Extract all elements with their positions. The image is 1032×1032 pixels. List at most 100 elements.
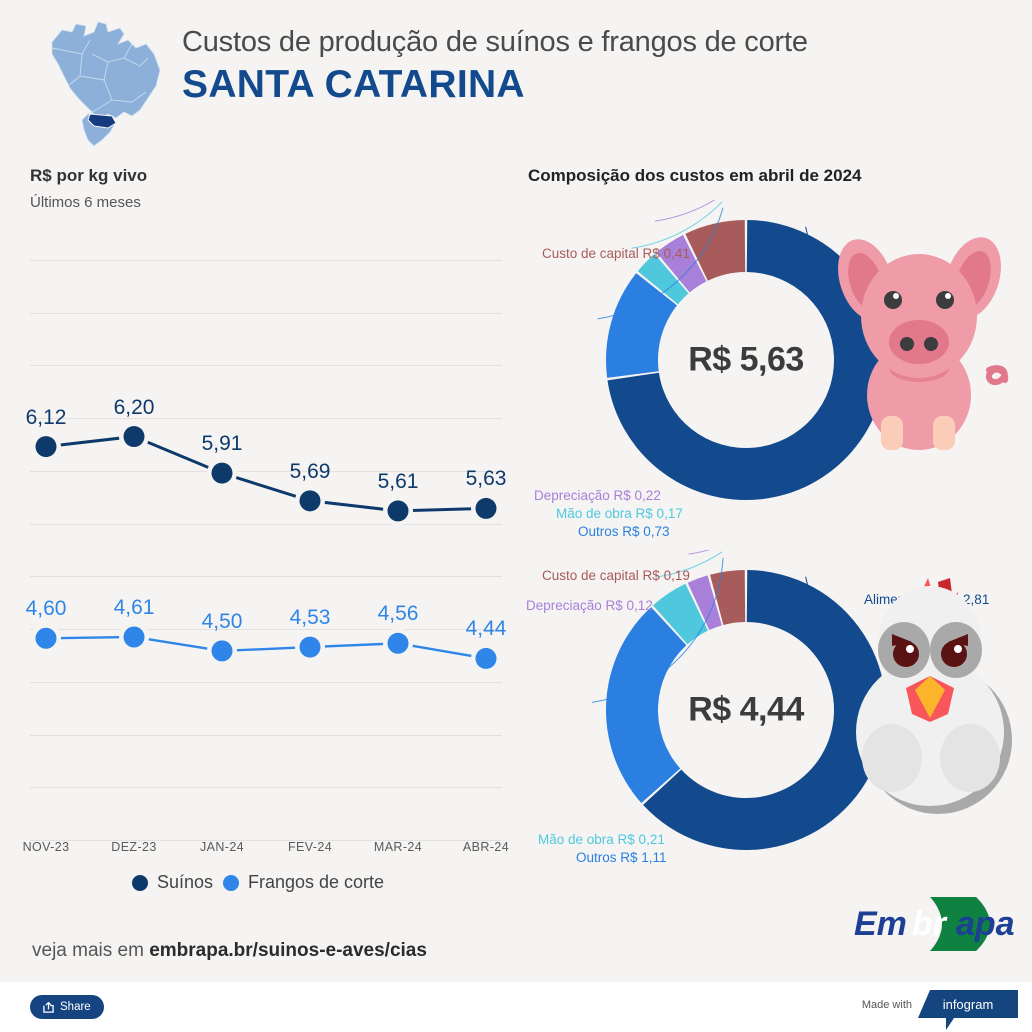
donut-slice-label: Depreciação R$ 0,12 xyxy=(526,598,653,613)
donut-plot-suinos xyxy=(597,200,890,501)
donut-slice[interactable] xyxy=(606,273,677,378)
data-point[interactable] xyxy=(299,636,321,658)
callout-leader-line xyxy=(654,200,716,222)
footer-link[interactable]: veja mais em embrapa.br/suinos-e-aves/ci… xyxy=(32,940,427,962)
line-chart-title: R$ por kg vivo xyxy=(30,166,148,185)
infogram-tail xyxy=(946,1018,954,1030)
legend-color-dot xyxy=(131,874,148,891)
donut-chart-suinos: R$ 5,63 Alimentação R$ 4,10Outros R$ 0,7… xyxy=(516,200,1032,539)
callout-leader-line xyxy=(592,557,724,703)
data-point[interactable] xyxy=(387,500,409,522)
donut-slice-label: Depreciação R$ 0,22 xyxy=(534,488,661,503)
gridline xyxy=(30,471,502,472)
santa-catarina-highlight xyxy=(87,113,117,129)
donut-slice[interactable] xyxy=(606,607,687,804)
data-point[interactable] xyxy=(299,490,321,512)
legend-color-dot xyxy=(222,874,239,891)
legend-item[interactable]: Suínos xyxy=(131,872,213,893)
donut-slice[interactable] xyxy=(656,234,707,293)
right-panel: Composição dos custos em abril de 2024 R… xyxy=(516,150,1032,951)
page-title: Custos de produção de suínos e frangos d… xyxy=(182,26,808,58)
donut-slice[interactable] xyxy=(643,570,886,850)
x-axis-tick: NOV-23 xyxy=(22,840,70,854)
gridline xyxy=(30,260,502,261)
donut-slice[interactable] xyxy=(652,583,708,645)
callout-leader-line xyxy=(805,576,890,682)
callout-leader-line xyxy=(657,551,723,578)
data-point-label: 5,69 xyxy=(289,459,331,483)
svg-text:br: br xyxy=(912,905,948,943)
data-point[interactable] xyxy=(475,497,497,519)
legend-label: Frangos de corte xyxy=(247,872,385,892)
callout-leader-line xyxy=(688,550,711,555)
donut-slice-label: Outros R$ 1,11 xyxy=(576,850,667,865)
donut-slice[interactable] xyxy=(687,575,722,630)
gridline xyxy=(30,629,502,630)
left-panel: R$ por kg vivo Últimos 6 meses 6,12 6,20 5… xyxy=(0,150,516,961)
embrapa-logo: Em br apa xyxy=(852,895,1022,953)
data-point-label: 4,53 xyxy=(289,606,331,630)
made-with-label: Made with xyxy=(861,999,912,1011)
donut-slice-label: Outros R$ 0,73 xyxy=(578,524,670,539)
gridline xyxy=(30,524,502,525)
data-point[interactable] xyxy=(387,632,409,654)
callout-leader-line xyxy=(631,201,723,249)
x-axis-tick: DEZ-23 xyxy=(111,840,157,854)
gridline xyxy=(30,840,502,841)
share-label: Share xyxy=(60,1001,91,1013)
legend-label: Suínos xyxy=(156,872,213,892)
data-point-label: 4,56 xyxy=(377,602,419,626)
callout-leader-line xyxy=(597,207,724,320)
header: Custos de produção de suínos e frangos d… xyxy=(0,0,1032,150)
donut-slice-label: Mão de obra R$ 0,21 xyxy=(538,832,665,847)
donut-center-value-suinos: R$ 5,63 xyxy=(688,340,804,379)
gridline xyxy=(30,787,502,788)
gridline xyxy=(30,576,502,577)
data-point[interactable] xyxy=(35,436,57,458)
data-point-label: 5,61 xyxy=(377,469,419,493)
donut-plot-frangos xyxy=(592,550,890,850)
data-point[interactable] xyxy=(211,640,233,662)
brazil-map-icon xyxy=(28,14,178,154)
donut-slice[interactable] xyxy=(637,254,689,305)
pig-icon xyxy=(838,237,1009,450)
infographic-page: Custos de produção de suínos e frangos d… xyxy=(0,0,1032,961)
data-point-label: 5,63 xyxy=(465,467,507,491)
series-line xyxy=(44,635,488,660)
series-line xyxy=(44,434,488,513)
data-point-label: 6,12 xyxy=(25,405,67,429)
donut-slice-label: Custo de capital R$ 0,19 xyxy=(542,568,690,583)
data-point[interactable] xyxy=(211,462,233,484)
chart-legend: Suínos Frangos de corte xyxy=(0,872,516,893)
gridline xyxy=(30,365,502,366)
data-point-label: 4,50 xyxy=(201,609,243,633)
donut-slice[interactable] xyxy=(607,220,886,501)
gridline xyxy=(30,313,502,314)
data-point[interactable] xyxy=(35,627,57,649)
data-point-label: 4,61 xyxy=(113,596,155,619)
data-point-label: 5,91 xyxy=(201,432,243,456)
data-point[interactable] xyxy=(123,426,145,448)
donut-slice[interactable] xyxy=(710,570,746,625)
gridline xyxy=(30,682,502,683)
infogram-badge[interactable]: infogram xyxy=(918,990,1018,1018)
legend-item[interactable]: Frangos de corte xyxy=(222,872,385,893)
x-axis-tick: ABR-24 xyxy=(462,840,510,854)
footer-prefix: veja mais em xyxy=(32,940,150,961)
donut-section-title: Composição dos custos em abril de 2024 xyxy=(528,166,862,185)
footer-url[interactable]: embrapa.br/suinos-e-aves/cias xyxy=(149,940,427,961)
x-axis-tick: JAN-24 xyxy=(199,840,245,854)
chart-gridlines xyxy=(30,260,502,841)
share-button[interactable]: Share xyxy=(30,995,104,1019)
gridline xyxy=(30,735,502,736)
x-axis-ticks: NOV-23 DEZ-23 JAN-24 FEV-24 MAR-24 ABR-24 xyxy=(23,840,509,864)
data-point[interactable] xyxy=(475,647,497,669)
donut-slice[interactable] xyxy=(685,220,746,281)
x-axis-tick: FEV-24 xyxy=(287,840,333,854)
bottom-bar: Share Made with infogram xyxy=(0,982,1032,1032)
page-subtitle-state: SANTA CATARINA xyxy=(182,63,525,107)
data-point[interactable] xyxy=(123,626,145,648)
donut-center-value-frangos: R$ 4,44 xyxy=(688,690,804,729)
data-point-label: 4,60 xyxy=(25,597,67,621)
